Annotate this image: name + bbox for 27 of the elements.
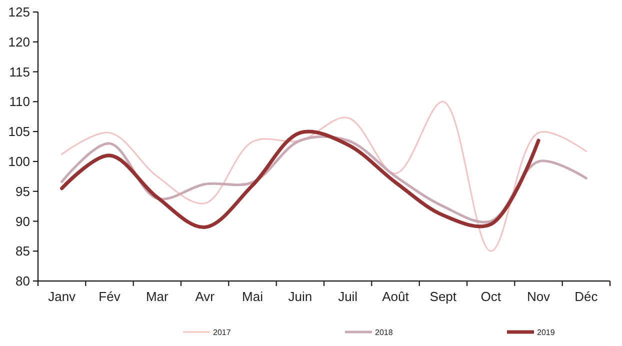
x-tick-label: Juin xyxy=(288,289,312,304)
x-tick-label: Août xyxy=(382,289,410,304)
line-series xyxy=(60,130,540,229)
x-tick-label: Mai xyxy=(242,289,264,304)
legend-label: 2018 xyxy=(375,328,394,337)
y-tick-label: 120 xyxy=(8,34,30,50)
x-tick-label: Avr xyxy=(195,289,216,304)
x-tick-label: Sept xyxy=(430,289,457,304)
line-series xyxy=(61,100,587,252)
x-tick-label: Déc xyxy=(574,289,598,304)
y-tick-label: 95 xyxy=(16,184,30,199)
y-tick-label: 115 xyxy=(9,64,30,80)
legend-label: 2017 xyxy=(213,328,232,337)
x-tick-label: Nov xyxy=(526,289,551,304)
y-tick-label: 90 xyxy=(16,214,30,229)
x-tick-label: Oct xyxy=(480,289,502,304)
x-tick-label: Janv xyxy=(48,289,76,304)
y-tick-label: 85 xyxy=(16,244,30,259)
y-tick-label: 110 xyxy=(9,94,30,110)
x-tick-label: Mar xyxy=(146,289,170,304)
y-tick-label: 105 xyxy=(8,124,30,140)
y-tick-label: 125 xyxy=(8,4,30,20)
x-tick-label: Fév xyxy=(98,289,121,304)
legend-label: 2019 xyxy=(537,328,556,337)
x-tick-label: Juil xyxy=(338,289,358,304)
y-tick-label: 100 xyxy=(8,154,30,169)
y-tick-label: 80 xyxy=(16,274,30,289)
